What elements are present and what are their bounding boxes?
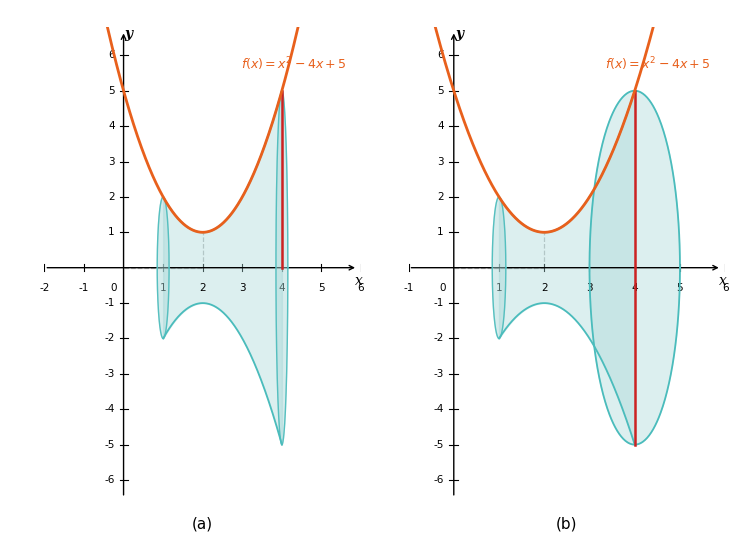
Text: -5: -5	[104, 440, 115, 450]
Text: 2: 2	[108, 192, 115, 202]
Text: 2: 2	[199, 282, 206, 293]
Text: -1: -1	[434, 298, 444, 308]
Text: 3: 3	[108, 156, 115, 167]
Text: 5: 5	[318, 282, 325, 293]
Text: 4: 4	[437, 121, 444, 131]
Text: $f(x) = x^2 - 4x + 5$: $f(x) = x^2 - 4x + 5$	[605, 55, 710, 73]
Text: 5: 5	[108, 86, 115, 96]
Text: 0: 0	[439, 282, 445, 293]
Text: -6: -6	[434, 475, 444, 485]
Text: 0: 0	[110, 282, 116, 293]
Polygon shape	[590, 91, 680, 445]
Text: -4: -4	[104, 404, 115, 414]
Text: (b): (b)	[556, 517, 578, 532]
Text: 3: 3	[437, 156, 444, 167]
Text: 6: 6	[437, 50, 444, 61]
Text: 2: 2	[541, 282, 548, 293]
Text: $f(x) = x^2 - 4x + 5$: $f(x) = x^2 - 4x + 5$	[240, 55, 346, 73]
Text: 1: 1	[437, 227, 444, 237]
Text: y: y	[455, 27, 463, 41]
Text: 6: 6	[108, 50, 115, 61]
Text: -2: -2	[104, 333, 115, 344]
Text: -6: -6	[104, 475, 115, 485]
Text: -1: -1	[403, 282, 414, 293]
Text: -1: -1	[104, 298, 115, 308]
Polygon shape	[276, 91, 288, 445]
Text: 6: 6	[722, 282, 728, 293]
Text: -5: -5	[434, 440, 444, 450]
Text: 4: 4	[108, 121, 115, 131]
Text: x: x	[719, 274, 727, 288]
Text: 3: 3	[239, 282, 246, 293]
Text: -3: -3	[104, 369, 115, 379]
Polygon shape	[492, 197, 506, 339]
Text: 1: 1	[160, 282, 166, 293]
Text: 1: 1	[496, 282, 502, 293]
Text: -2: -2	[39, 282, 50, 293]
Text: -2: -2	[434, 333, 444, 344]
Text: -4: -4	[434, 404, 444, 414]
Text: x: x	[355, 274, 363, 288]
Text: 5: 5	[437, 86, 444, 96]
Text: -1: -1	[78, 282, 89, 293]
Text: 2: 2	[437, 192, 444, 202]
Text: -3: -3	[434, 369, 444, 379]
Text: 4: 4	[278, 282, 285, 293]
Text: 6: 6	[357, 282, 364, 293]
Text: 5: 5	[676, 282, 683, 293]
Text: y: y	[124, 27, 132, 41]
Text: 3: 3	[586, 282, 593, 293]
Text: (a): (a)	[192, 517, 213, 532]
Text: 4: 4	[631, 282, 638, 293]
Text: 1: 1	[108, 227, 115, 237]
Polygon shape	[157, 197, 169, 339]
